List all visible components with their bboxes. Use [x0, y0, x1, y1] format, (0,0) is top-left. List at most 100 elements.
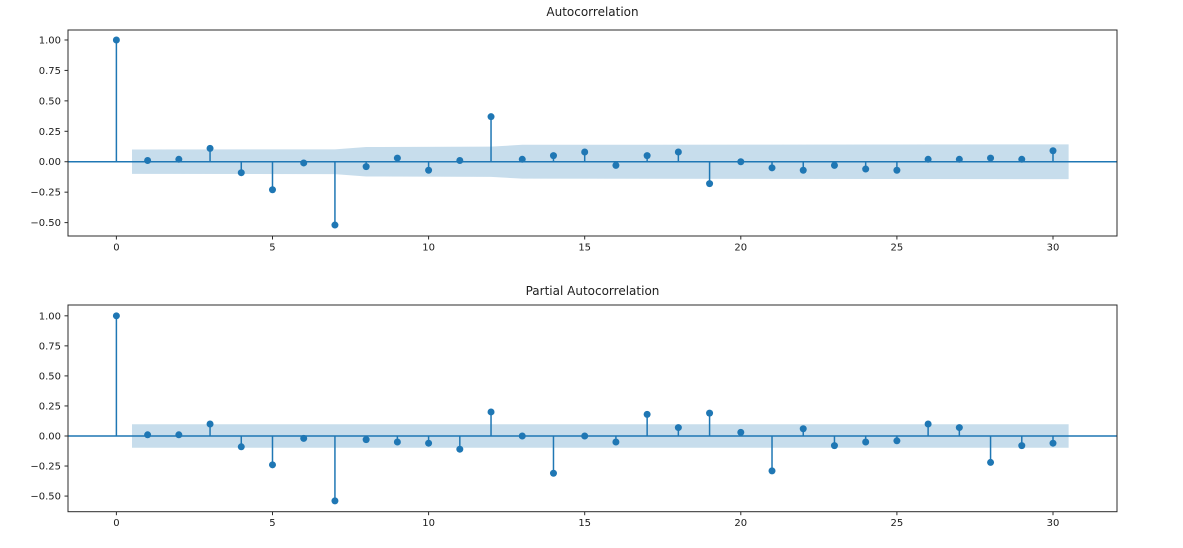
stem-lag-6	[300, 159, 308, 167]
y-tick-label: 0.75	[39, 341, 61, 352]
stem-marker	[830, 161, 838, 169]
stem-lag-10	[425, 435, 433, 447]
stem-marker	[799, 425, 807, 433]
stem-lag-2	[175, 155, 183, 163]
x-tick-label: 0	[113, 243, 119, 254]
stem-marker	[393, 154, 401, 162]
stem-lag-3	[206, 420, 214, 436]
stem-marker	[799, 166, 807, 174]
stem-marker	[206, 144, 214, 152]
x-tick-label: 5	[269, 243, 275, 254]
stem-lag-29	[1018, 435, 1026, 450]
pacf-chart-canvas: 0 5 10 15 20 25 30 1.00 0.75 0.50 0.25 0.00 −0.25 −0.…	[30, 304, 1118, 529]
x-tick-label: 25	[891, 243, 904, 254]
stem-marker	[331, 221, 339, 229]
acf-title: Autocorrelation	[546, 5, 639, 19]
stem-lag-0	[112, 36, 120, 162]
stem-marker	[706, 180, 714, 188]
y-tick-label: 0.25	[39, 401, 61, 412]
stem-marker	[268, 461, 276, 469]
stem-marker	[893, 166, 901, 174]
stem-marker	[487, 113, 495, 121]
stem-lag-11	[456, 435, 464, 453]
y-tick-label: 0.00	[39, 157, 61, 168]
stem-lag-8	[362, 435, 370, 444]
stem-lag-21	[768, 435, 776, 475]
stem-lag-2	[175, 431, 183, 439]
stem-lag-27	[955, 155, 963, 163]
stem-marker	[955, 155, 963, 163]
stem-marker	[674, 148, 682, 156]
stem-lag-0	[112, 312, 120, 436]
stem-lag-15	[581, 148, 589, 162]
stem-lag-25	[893, 161, 901, 174]
stem-lag-3	[206, 144, 214, 162]
stem-lag-1	[144, 157, 152, 165]
stem-marker	[768, 164, 776, 172]
y-tick-label: 0.50	[39, 371, 61, 382]
stem-lag-13	[518, 432, 526, 440]
stem-lag-12	[487, 113, 495, 162]
stem-lag-7	[331, 435, 339, 505]
axes-spines	[67, 29, 1118, 237]
stem-marker	[331, 497, 339, 505]
stem-lag-16	[612, 435, 620, 446]
x-tick-label: 20	[734, 243, 747, 254]
stem-lag-5	[268, 435, 276, 469]
stem-lag-25	[893, 435, 901, 445]
stem-lag-27	[955, 424, 963, 436]
y-tick-label: 0.50	[39, 96, 61, 107]
stem-lag-18	[674, 148, 682, 162]
stem-marker	[300, 434, 308, 442]
stem-marker	[549, 152, 557, 160]
stem-lag-7	[331, 161, 339, 229]
y-tick-label: 1.00	[39, 311, 61, 322]
stem-lag-11	[456, 157, 464, 165]
stem-marker	[1049, 147, 1057, 155]
stem-marker	[1018, 155, 1026, 163]
stem-marker	[706, 409, 714, 417]
stem-lag-4	[237, 435, 245, 451]
stem-lag-29	[1018, 155, 1026, 163]
x-tick-label: 15	[578, 243, 591, 254]
stem-lag-22	[799, 161, 807, 174]
stem-lag-14	[549, 152, 557, 162]
stem-marker	[987, 458, 995, 466]
stem-marker	[643, 152, 651, 160]
stem-marker	[175, 155, 183, 163]
x-tick-label: 20	[734, 518, 747, 529]
stem-marker	[768, 467, 776, 475]
x-tick-label: 15	[578, 518, 591, 529]
stem-lag-30	[1049, 435, 1057, 447]
stem-lag-15	[581, 432, 589, 440]
stem-lag-18	[674, 424, 682, 436]
stem-lag-30	[1049, 147, 1057, 162]
stem-marker	[862, 438, 870, 446]
x-tick-label: 5	[269, 518, 275, 529]
stem-lag-28	[987, 435, 995, 466]
stem-lag-4	[237, 161, 245, 177]
stem-lag-5	[268, 161, 276, 194]
stem-marker	[456, 445, 464, 453]
stem-lag-9	[393, 154, 401, 162]
stem-lag-6	[300, 434, 308, 442]
stem-marker	[237, 169, 245, 177]
stem-marker	[549, 469, 557, 477]
stem-marker	[737, 428, 745, 436]
stem-marker	[581, 148, 589, 156]
x-tick-label: 10	[422, 518, 435, 529]
y-tick-label: 0.00	[39, 431, 61, 442]
stem-lag-23	[830, 161, 838, 169]
stem-marker	[924, 155, 932, 163]
stem-marker	[175, 431, 183, 439]
x-tick-label: 30	[1047, 518, 1060, 529]
stem-marker	[674, 424, 682, 432]
y-tick-label: 1.00	[39, 35, 61, 46]
stem-marker	[612, 161, 620, 169]
stem-marker	[112, 312, 120, 320]
stem-lag-8	[362, 161, 370, 171]
stem-marker	[237, 443, 245, 451]
stem-marker	[425, 439, 433, 447]
stem-marker	[518, 155, 526, 163]
